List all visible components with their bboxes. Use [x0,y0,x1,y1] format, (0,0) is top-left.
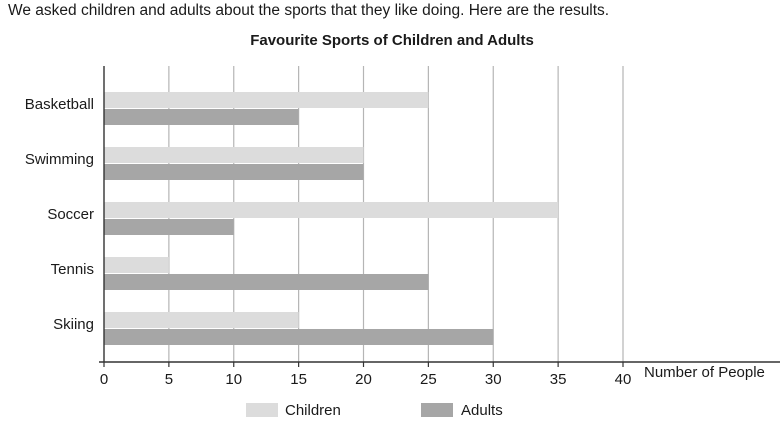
legend-swatch-children [246,403,278,417]
category-label: Skiing [53,316,94,333]
intro-text: We asked children and adults about the s… [8,2,610,19]
x-tick-label: 40 [615,371,632,388]
x-tick-label: 5 [165,371,173,388]
x-tick-label: 25 [420,371,437,388]
bar-adults-swimming [104,164,364,180]
x-tick-label: 10 [225,371,242,388]
bar-adults-soccer [104,219,234,235]
bar-adults-tennis [104,274,429,290]
category-label: Swimming [25,151,94,168]
x-tick-label: 0 [100,371,108,388]
axes [99,66,780,367]
x-axis-label: Number of People [644,364,765,381]
labels: 0 5 10 15 20 25 30 35 40 Basketball Swimming Soccer… [25,96,765,388]
legend-label-adults: Adults [461,402,503,419]
legend-label-children: Children [285,402,341,419]
bar-children-basketball [104,92,429,108]
category-label: Basketball [25,96,94,113]
x-tick-label: 30 [485,371,502,388]
x-tick-label: 35 [550,371,567,388]
category-label: Tennis [51,261,94,278]
bar-adults-skiing [104,329,494,345]
chart-title: Favourite Sports of Children and Adults [250,32,534,49]
bars [104,92,559,345]
bar-children-soccer [104,202,559,218]
bar-adults-basketball [104,109,299,125]
x-tick-label: 15 [290,371,307,388]
category-label: Soccer [47,206,94,223]
x-tick-label: 20 [355,371,372,388]
bar-children-skiing [104,312,299,328]
bar-children-swimming [104,147,364,163]
legend: Children Adults [246,402,503,419]
legend-swatch-adults [421,403,453,417]
bar-children-tennis [104,257,169,273]
